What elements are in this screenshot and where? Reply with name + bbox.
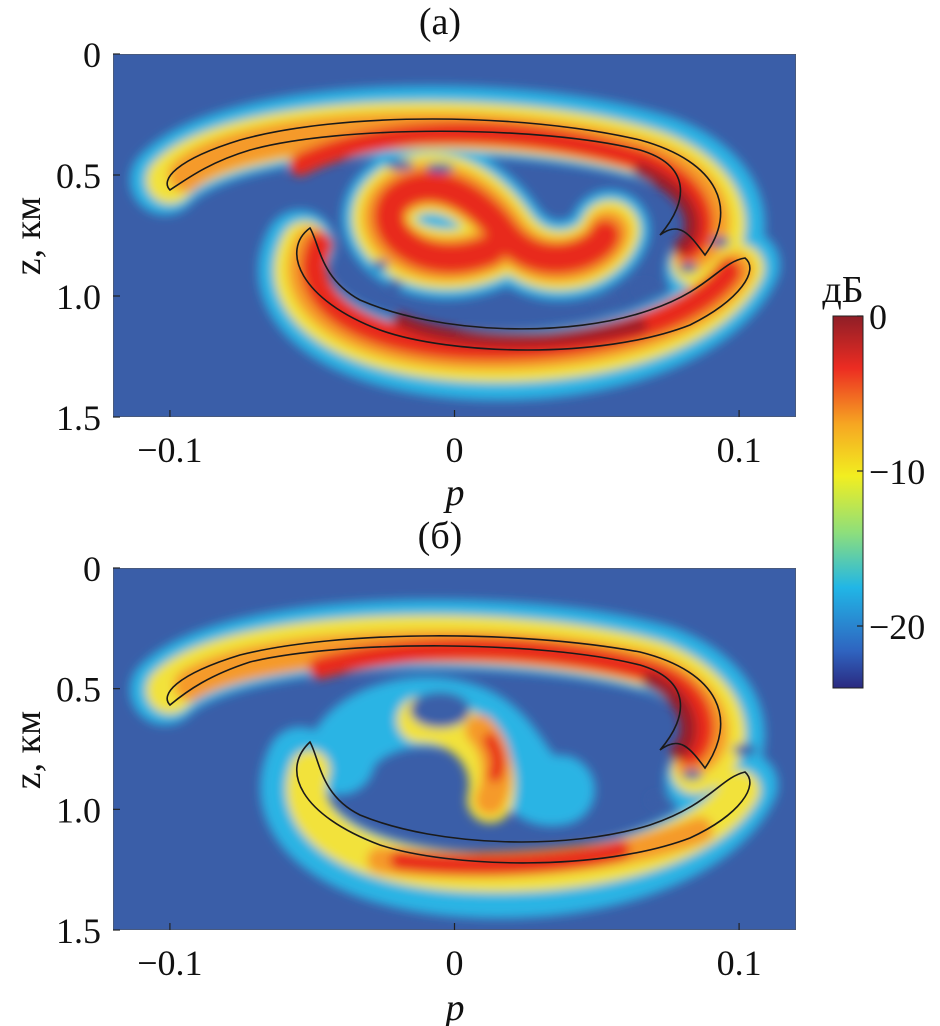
panel-a-title: (а) (419, 1, 461, 43)
panel-b-plot-area (113, 568, 796, 930)
panel-b-xtick-label: 0 (446, 943, 464, 983)
panel-a: (а) (7, 1, 796, 514)
colorbar-gradient (832, 315, 864, 689)
panel-b-ylabel: z, км (7, 711, 49, 789)
panel-a-ylabel: z, км (7, 197, 49, 275)
colorbar-ticks: 0 −10 −20 (857, 297, 925, 647)
panel-b-ytick-label: 1.0 (56, 790, 101, 830)
panel-a-plot-area (113, 54, 796, 417)
panel-a-xtick-label: 0.1 (717, 430, 762, 470)
panel-b-ytick-label: 0 (83, 549, 101, 589)
panel-b-xlabel: p (443, 987, 465, 1026)
panel-b-contours (166, 635, 751, 864)
panel-b-axes: −0.1 0 0.1 0 0.5 1.0 1.5 (56, 549, 762, 983)
panel-a-ytick-label: 1.0 (56, 277, 101, 317)
colorbar-label: дБ (822, 269, 863, 311)
panel-b-title: (б) (418, 515, 463, 557)
colorbar-tick-label: −10 (869, 452, 925, 492)
panel-a-ytick-label: 1.5 (56, 398, 101, 438)
panel-b-ytick-label: 1.5 (56, 911, 101, 951)
panel-a-ytick-label: 0 (83, 35, 101, 75)
panel-b: (б) (7, 515, 796, 1026)
colorbar-tick-label: −20 (869, 607, 925, 647)
colorbar: дБ 0 −10 −20 (822, 269, 925, 689)
panel-a-xtick-label: 0 (446, 430, 464, 470)
panel-a-xtick-label: −0.1 (137, 430, 202, 470)
panel-a-ytick-label: 0.5 (56, 156, 101, 196)
panel-b-xtick-label: 0.1 (717, 943, 762, 983)
panel-b-ytick-label: 0.5 (56, 670, 101, 710)
panel-a-xlabel: p (443, 472, 465, 514)
colorbar-tick-label: 0 (869, 297, 887, 337)
panel-a-contours (166, 118, 751, 351)
panel-b-xtick-label: −0.1 (137, 943, 202, 983)
panel-a-heatmap-field (130, 85, 780, 401)
panel-a-axes: −0.1 0 0.1 0 0.5 1.0 1.5 (56, 35, 762, 470)
